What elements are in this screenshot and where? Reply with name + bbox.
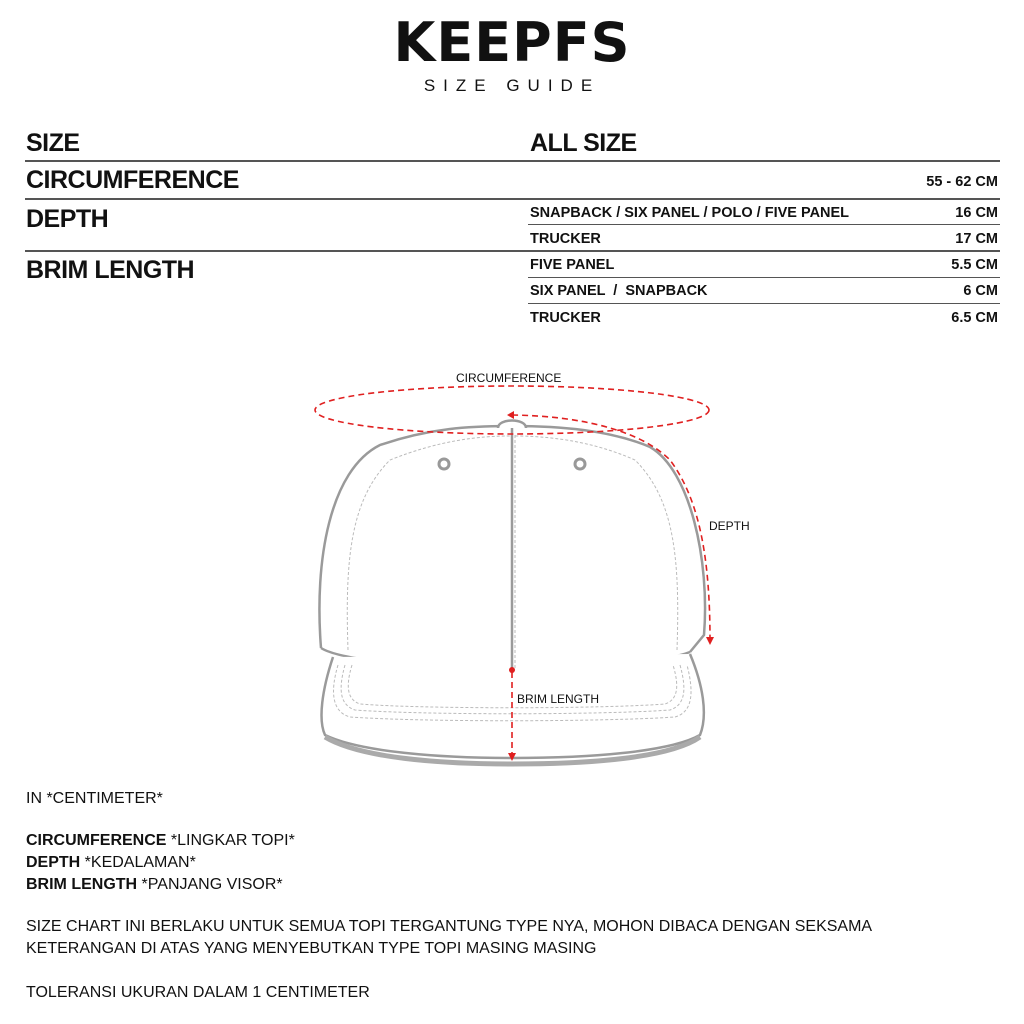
brand-logo: KEEPFS xyxy=(393,11,631,74)
depth-type: TRUCKER xyxy=(530,231,601,247)
legend-term: BRIM LENGTH xyxy=(26,876,138,893)
brim-value: 5.5 CM xyxy=(951,257,998,273)
legend-term: CIRCUMFERENCE xyxy=(26,832,167,849)
divider xyxy=(528,224,1000,225)
legend-item: CIRCUMFERENCE *LINGKAR TOPI* xyxy=(26,831,295,850)
brim-type: SIX PANEL / SNAPBACK xyxy=(530,283,708,299)
depth-value: 16 CM xyxy=(955,205,998,221)
divider xyxy=(25,198,1000,200)
depth-type: SNAPBACK / SIX PANEL / POLO / FIVE PANEL xyxy=(530,205,850,221)
size-label: SIZE xyxy=(26,129,80,157)
arrow-icon xyxy=(508,753,516,761)
eyelet xyxy=(573,457,587,471)
brim-diagram-label: BRIM LENGTH xyxy=(517,692,600,706)
divider xyxy=(25,160,1000,162)
brim-value: 6 CM xyxy=(963,283,998,299)
marker-dot xyxy=(509,667,515,673)
legend-item: DEPTH *KEDALAMAN* xyxy=(26,853,196,872)
legend-meaning: *PANJANG VISOR* xyxy=(137,876,283,893)
legend-meaning: *KEDALAMAN* xyxy=(80,854,196,871)
arrow-icon xyxy=(507,411,514,419)
circumference-label: CIRCUMFERENCE xyxy=(26,166,239,194)
stitching xyxy=(333,435,692,722)
legend-meaning: *LINGKAR TOPI* xyxy=(166,832,295,849)
page-subtitle: SIZE GUIDE xyxy=(423,76,601,95)
measure-lines xyxy=(314,385,711,758)
depth-label: DEPTH xyxy=(26,205,109,233)
circumference-value: 55 - 62 CM xyxy=(926,174,998,190)
divider xyxy=(528,303,1000,304)
depth-value: 17 CM xyxy=(955,231,998,247)
depth-diagram-label: DEPTH xyxy=(709,519,750,533)
legend-item: BRIM LENGTH *PANJANG VISOR* xyxy=(26,875,283,894)
size-value: ALL SIZE xyxy=(530,129,637,157)
depth-measure xyxy=(511,414,711,641)
info-paragraph-line: KETERANGAN DI ATAS YANG MENYEBUTKAN TYPE… xyxy=(26,940,597,957)
circumference-measure xyxy=(314,385,710,435)
divider xyxy=(25,250,1000,252)
brim-label: BRIM LENGTH xyxy=(26,256,195,284)
circumference-diagram-label: CIRCUMFERENCE xyxy=(456,371,562,385)
tolerance-note: TOLERANSI UKURAN DALAM 1 CENTIMETER xyxy=(26,984,370,1001)
brim-value: 6.5 CM xyxy=(951,310,998,326)
info-paragraph-line: SIZE CHART INI BERLAKU UNTUK SEMUA TOPI … xyxy=(26,918,873,935)
legend-term: DEPTH xyxy=(26,854,81,871)
eyelet xyxy=(437,457,451,471)
unit-note: IN *CENTIMETER* xyxy=(26,790,163,807)
cap-diagram xyxy=(314,385,714,767)
divider xyxy=(528,277,1000,278)
arrow-icon xyxy=(706,637,714,645)
brim-type: TRUCKER xyxy=(530,310,601,326)
brim-type: FIVE PANEL xyxy=(530,257,615,273)
